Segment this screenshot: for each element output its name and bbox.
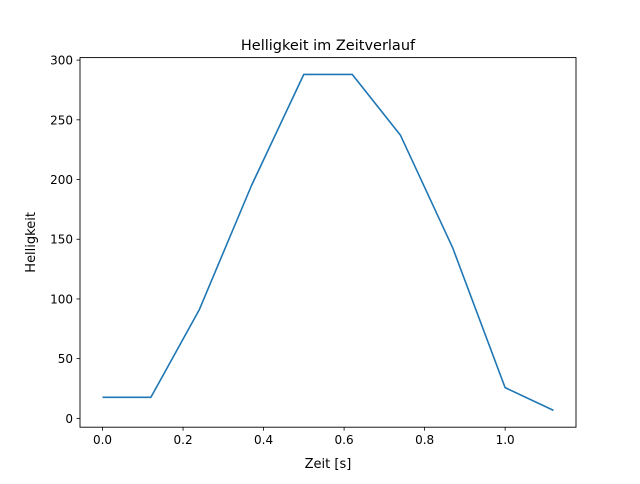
y-tick-label: 150 <box>50 233 73 247</box>
y-axis-label: Helligkeit <box>24 212 39 273</box>
chart-title: Helligkeit im Zeitverlauf <box>241 38 416 54</box>
y-tick-label: 50 <box>58 352 73 366</box>
y-tick-label: 300 <box>50 54 73 68</box>
x-axis: 0.0 0.2 0.4 0.6 0.8 1.0 <box>93 427 515 447</box>
y-tick-label: 200 <box>50 173 73 187</box>
x-tick-label: 0.6 <box>335 433 354 447</box>
x-tick-label: 1.0 <box>496 433 515 447</box>
x-tick-label: 0.8 <box>415 433 434 447</box>
y-tick-label: 0 <box>65 412 73 426</box>
x-tick-label: 0.2 <box>174 433 193 447</box>
series-line-helligkeit <box>102 73 554 412</box>
x-axis-label: Zeit [s] <box>305 457 352 472</box>
y-tick-label: 250 <box>50 113 73 127</box>
x-tick-label: 0.4 <box>254 433 273 447</box>
plot-area <box>102 73 554 412</box>
y-tick-label: 100 <box>50 292 73 306</box>
y-axis: 0 50 100 150 200 250 300 <box>50 54 80 426</box>
x-tick-label: 0.0 <box>93 433 112 447</box>
axes-frame <box>79 57 577 428</box>
